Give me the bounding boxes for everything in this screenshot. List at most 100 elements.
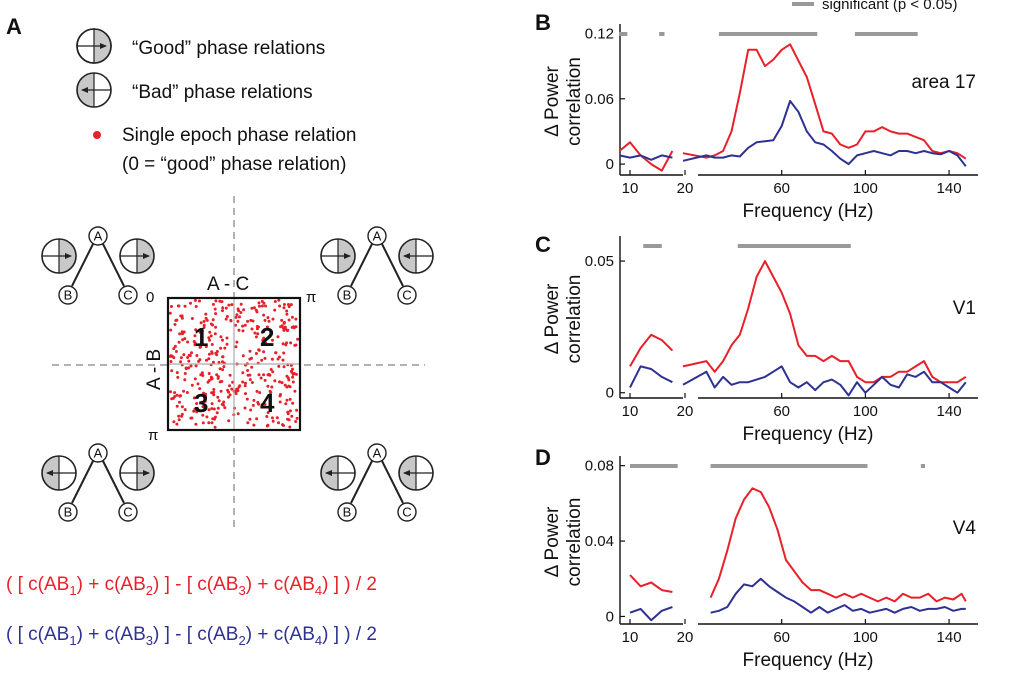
tree-node-a: A [367,443,387,463]
epoch-dot [207,421,211,425]
epoch-dot [214,299,218,303]
epoch-dot [182,353,186,357]
epoch-dot [200,371,204,375]
epoch-dot [248,349,252,353]
formula-red: ( [ c(AB1) + c(AB2) ] - [ c(AB3) + c(AB4… [6,574,377,598]
epoch-dot [218,380,222,384]
tree-node-b: B [58,502,78,522]
y-axis-label-line2: correlation [564,498,585,587]
epoch-dot [285,309,289,313]
epoch-dot [219,335,223,339]
panel-a-letter: A [6,14,22,39]
y-axis-label-line1: Δ Power [542,506,563,577]
epoch-dot [172,356,176,360]
epoch-dot [288,385,292,389]
epoch-dot [257,304,261,308]
epoch-dot [278,380,282,384]
epoch-dot [217,360,221,364]
epoch-dot [263,402,267,406]
blue-series-line [619,154,673,161]
blue-series-line [682,365,967,397]
epoch-dot [177,418,181,422]
epoch-dot [219,346,223,350]
epoch-dot [295,416,299,420]
epoch-dot [209,334,213,338]
phase-icon-ab [41,238,77,274]
epoch-dot [285,385,289,389]
epoch-dot [214,312,218,316]
epoch-dot [211,302,215,306]
y-tick-label: 0 [606,385,614,402]
epoch-dot [213,425,217,429]
epoch-dot [275,416,279,420]
epoch-dot [225,342,229,346]
epoch-dot [217,399,221,403]
epoch-dot [294,343,298,347]
epoch-dot [252,398,256,402]
epoch-dot [250,356,253,360]
epoch-dot [236,387,240,391]
epoch-dot [195,410,199,414]
epoch-dot [236,412,240,416]
epoch-dot [176,375,180,379]
epoch-dot [211,360,215,364]
x-tick-label: 60 [773,180,790,197]
panel-d-letter: D [535,445,551,470]
epoch-dot [203,399,207,403]
epoch-dot [169,360,173,363]
tree-node-a: A [367,226,387,246]
epoch-dot [266,411,270,415]
epoch-dot [296,337,300,341]
x-tick-label: 10 [622,629,639,646]
epoch-dot [283,325,287,329]
epoch-dot [200,400,204,404]
epoch-dot [286,417,290,421]
epoch-dot [285,374,289,378]
epoch-dot [187,359,191,363]
epoch-dot [290,315,294,319]
epoch-dot [292,326,296,330]
epoch-dot [182,389,186,393]
blue-series-line [629,606,673,622]
epoch-dot [255,310,259,314]
tree-diagram-top-right: A B C [320,226,434,305]
tree-node-b: B [337,285,357,305]
epoch-dot [180,412,184,416]
y-tick-label: 0.06 [585,91,614,108]
x-tick-label: 100 [853,403,878,420]
legend-good-label: “Good” phase relations [132,38,325,59]
epoch-dot [289,341,293,345]
epoch-dot [263,378,267,382]
epoch-dot [248,378,252,382]
quadrant-2-label: 2 [260,322,274,352]
epoch-dot [211,417,215,421]
epoch-dot [230,387,234,391]
epoch-dot [243,323,247,327]
epoch-dot [286,303,290,306]
epoch-dot [173,323,177,326]
epoch-dot [278,304,282,308]
epoch-dot [194,422,198,426]
x-tick-label: 10 [622,180,639,197]
tree-node-c: C [397,502,417,522]
epoch-dot [194,328,198,332]
epoch-dot [227,303,231,307]
y-tick-label: 0 [606,156,614,173]
epoch-dot [225,315,229,318]
epoch-dot [215,411,219,415]
epoch-dot [204,345,208,349]
red-series-line [682,43,967,160]
epoch-dot [254,335,258,339]
y-axis-label-line2: correlation [564,57,585,146]
red-series-line [629,574,673,593]
epoch-dot [274,351,278,355]
epoch-dot [284,343,288,347]
epoch-dot [210,407,214,411]
epoch-dot [225,336,229,340]
epoch-dot [192,396,196,400]
epoch-dot [266,384,270,388]
epoch-dot [241,329,245,333]
tree-diagram-top-left: A B C [41,226,155,305]
epoch-dot [291,367,294,371]
epoch-dot [246,369,250,372]
